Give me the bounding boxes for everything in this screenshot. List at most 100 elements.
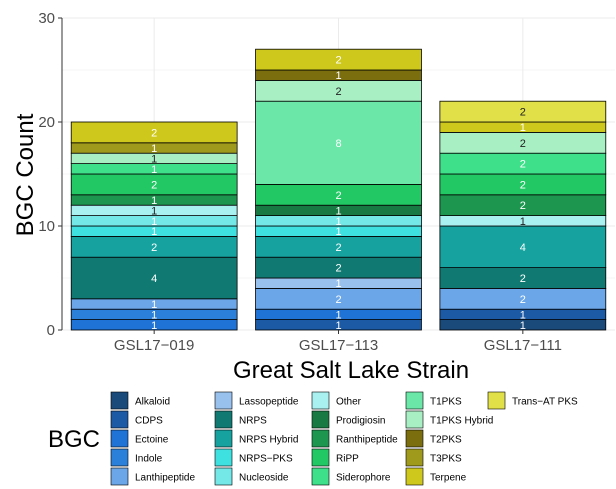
- segment-value-label: 1: [335, 216, 341, 228]
- segment-value-label: 2: [335, 190, 341, 202]
- segment-value-label: 2: [335, 242, 341, 254]
- segment-value-label: 1: [520, 122, 526, 134]
- legend-swatch: [405, 467, 424, 486]
- segment-value-label: 2: [335, 294, 341, 306]
- bar-segment: [255, 100, 422, 185]
- legend-entry-label: Ectoine: [135, 435, 169, 446]
- legend-swatch: [405, 448, 424, 467]
- legend-entry-label: RiPP: [336, 454, 359, 465]
- legend-swatch: [311, 429, 330, 448]
- x-tick-label: GSL17−019: [114, 337, 195, 354]
- segment-value-label: 1: [151, 216, 157, 228]
- segment-value-label: 1: [335, 70, 341, 82]
- segment-value-label: 1: [335, 205, 341, 217]
- segment-value-label: 1: [335, 278, 341, 290]
- y-axis-title: BGC Count: [12, 113, 39, 236]
- legend-entry-label: Lassopeptide: [239, 397, 299, 408]
- legend-swatch: [405, 410, 424, 429]
- segment-value-label: 2: [151, 179, 157, 191]
- legend-swatch: [110, 410, 129, 429]
- legend-entry-label: CDPS: [135, 416, 163, 427]
- legend-entry-label: T1PKS: [430, 397, 462, 408]
- segment-value-label: 1: [520, 216, 526, 228]
- y-tick-label: 0: [47, 322, 55, 339]
- segment-value-label: 1: [335, 320, 341, 332]
- segment-value-label: 1: [151, 320, 157, 332]
- y-tick-label: 30: [38, 10, 55, 27]
- segment-value-label: 1: [151, 299, 157, 311]
- segment-value-label: 1: [151, 153, 157, 165]
- axes: 0 10 20 30 GSL17−019 GSL17−113 GSL17−111: [38, 10, 562, 354]
- bar-segment: [70, 256, 238, 300]
- segment-value-label: 1: [151, 205, 157, 217]
- segment-value-label: 1: [151, 164, 157, 176]
- legend-entry-label: Nucleoside: [239, 473, 289, 484]
- segment-value-label: 2: [335, 263, 341, 275]
- legend-swatch: [405, 429, 424, 448]
- bar-segment: [439, 100, 607, 123]
- segment-value-label: 1: [151, 309, 157, 321]
- segment-value-label: 2: [520, 294, 526, 306]
- segment-value-label: 1: [151, 143, 157, 155]
- segment-value-label: 8: [335, 138, 341, 150]
- legend-swatch: [110, 391, 129, 410]
- legend-entry-label: NRPS Hybrid: [239, 435, 298, 446]
- bar-segment: [439, 225, 607, 268]
- legend-swatch: [110, 429, 129, 448]
- segment-value-label: 2: [151, 242, 157, 254]
- legend-swatch: [110, 467, 129, 486]
- segment-value-label: 2: [335, 55, 341, 67]
- legend-entry-label: T3PKS: [430, 454, 462, 465]
- x-axis-title: Great Salt Lake Strain: [233, 357, 469, 384]
- legend-entry-label: Trans−AT PKS: [512, 397, 578, 408]
- legend-swatch: [214, 391, 233, 410]
- legend-entry-label: Indole: [135, 454, 163, 465]
- legend-swatch: [214, 467, 233, 486]
- segment-value-label: 4: [520, 242, 526, 254]
- legend-title: BGC: [48, 426, 100, 453]
- legend-swatch: [487, 391, 506, 410]
- legend-swatch: [311, 410, 330, 429]
- segment-value-label: 1: [335, 309, 341, 321]
- legend-swatch: [110, 448, 129, 467]
- legend-entry-label: T2PKS: [430, 435, 462, 446]
- legend-entry-label: Prodigiosin: [336, 416, 385, 427]
- legend-entry-label: NRPS: [239, 416, 267, 427]
- legend-entry-label: Other: [336, 397, 362, 408]
- segment-value-label: 2: [520, 273, 526, 285]
- legend-swatch: [311, 391, 330, 410]
- legend-swatch: [405, 391, 424, 410]
- legend-swatch: [214, 429, 233, 448]
- segment-value-label: 2: [335, 86, 341, 98]
- legend-entry-label: T1PKS Hybrid: [430, 416, 493, 427]
- legend-swatch: [214, 448, 233, 467]
- segment-value-label: 4: [151, 273, 157, 285]
- legend-swatch: [214, 410, 233, 429]
- legend-entry-label: Alkaloid: [135, 397, 170, 408]
- segment-value-label: 1: [335, 226, 341, 238]
- segment-value-label: 1: [520, 320, 526, 332]
- legend-entry-label: Lanthipeptide: [135, 473, 195, 484]
- segment-value-label: 2: [520, 159, 526, 171]
- bar-segment: [255, 48, 422, 71]
- segment-value-label: 2: [520, 179, 526, 191]
- legend: Alkaloid CDPS Ectoine Indole Lanthipeptide La…: [110, 391, 578, 486]
- segment-value-label: 2: [520, 138, 526, 150]
- legend-swatch: [311, 448, 330, 467]
- legend-entry-label: Terpene: [430, 473, 467, 484]
- y-tick-label: 20: [38, 114, 55, 131]
- legend-entry-label: Siderophore: [336, 473, 391, 484]
- segment-value-label: 2: [151, 127, 157, 139]
- bar-segment: [70, 121, 238, 144]
- segment-value-label: 1: [520, 309, 526, 321]
- legend-entry-label: Ranthipeptide: [336, 435, 398, 446]
- y-tick-label: 10: [38, 218, 55, 235]
- x-tick-label: GSL17−111: [484, 337, 562, 354]
- segment-value-label: 1: [151, 195, 157, 207]
- x-tick-label: GSL17−113: [299, 337, 378, 354]
- segment-value-label: 2: [520, 107, 526, 119]
- legend-entry-label: NRPS−PKS: [239, 454, 293, 465]
- bars: [70, 48, 607, 331]
